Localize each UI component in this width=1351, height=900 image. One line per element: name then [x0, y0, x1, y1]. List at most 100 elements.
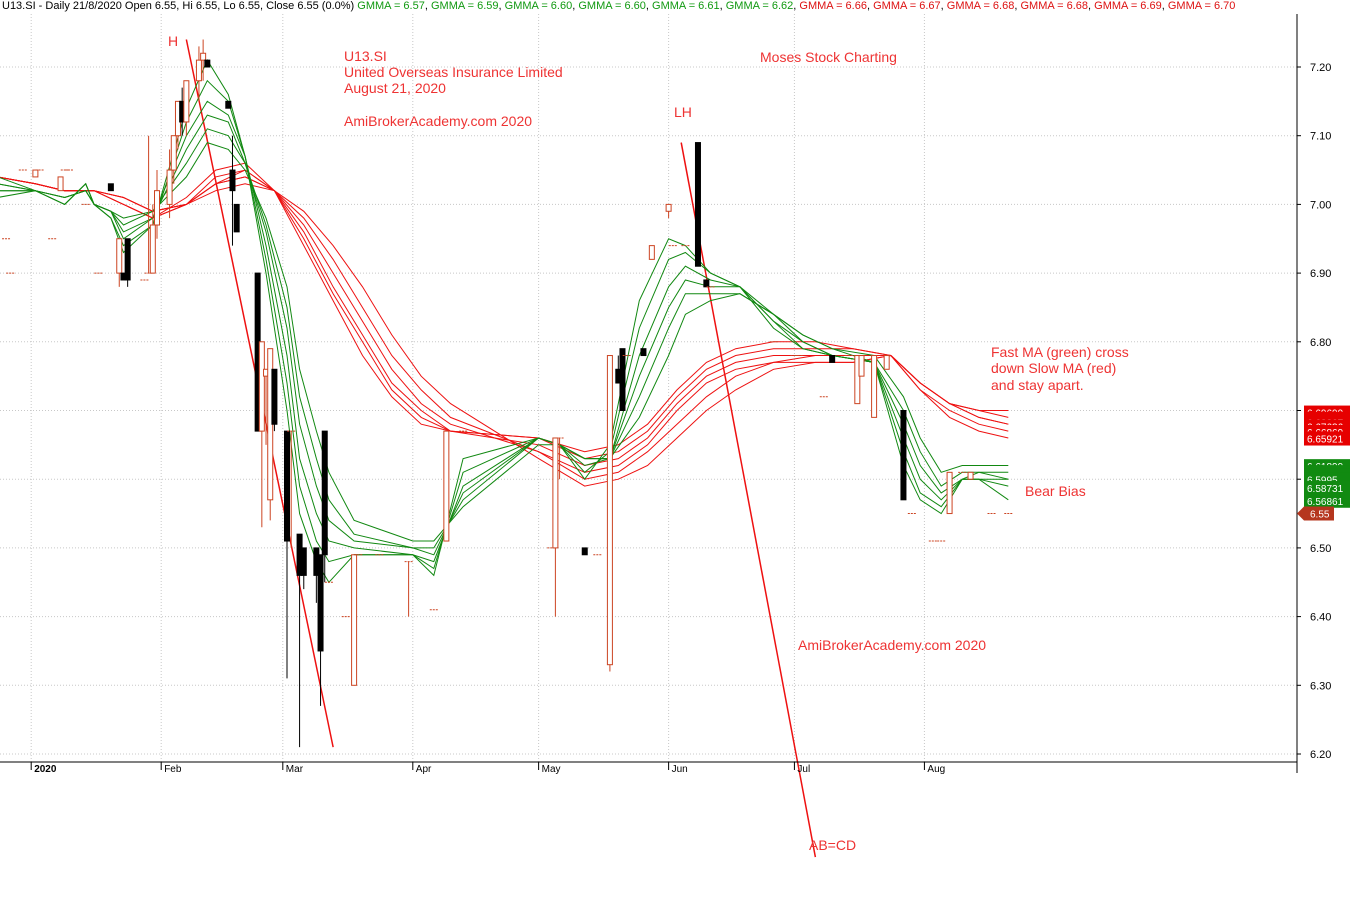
candle-body — [271, 368, 278, 425]
candle-body — [967, 471, 974, 480]
axis-layer: 7.207.107.006.906.806.706.606.506.406.30… — [0, 14, 1331, 775]
gmma-label: GMMA = 6.57 — [357, 0, 425, 12]
gmma-label: GMMA = 6.66 — [799, 0, 867, 12]
annotation-moses: Moses Stock Charting — [760, 49, 897, 65]
x-tick-label: Feb — [164, 764, 182, 775]
annotation-abcd: AB=CD — [809, 837, 856, 853]
y-tick-label: 6.40 — [1310, 612, 1331, 624]
x-tick-label: 2020 — [34, 764, 57, 775]
price-badge-layer: 6.696996.688016.682676.676366.668696.659… — [1297, 405, 1350, 521]
slow-ma-price-badge: 6.65921 — [1307, 435, 1344, 446]
annotation-cross-3: and stay apart. — [991, 377, 1084, 393]
x-tick-label: Mar — [286, 764, 304, 775]
gmma-label: GMMA = 6.68 — [1020, 0, 1089, 12]
y-tick-label: 6.30 — [1310, 680, 1331, 692]
annotation-academy-bottom: AmiBrokerAcademy.com 2020 — [798, 637, 986, 653]
candle-body — [694, 142, 701, 267]
candle-body — [552, 437, 559, 549]
candle-body — [154, 190, 160, 226]
fast-ma-price-badge: 6.56861 — [1307, 497, 1344, 508]
fast-ma-line — [0, 100, 1009, 563]
candle-body — [829, 355, 836, 363]
candle-body — [107, 183, 114, 192]
candle-body — [640, 348, 647, 357]
y-tick-label: 7.00 — [1310, 199, 1331, 211]
annotation-company: United Overseas Insurance Limited — [344, 64, 563, 80]
candle-body — [606, 355, 613, 666]
x-tick-label: Jun — [672, 764, 688, 775]
candle-body — [200, 52, 207, 61]
candle-body — [116, 238, 123, 274]
candle-body — [149, 224, 156, 274]
candle-body — [170, 135, 177, 171]
y-tick-label: 7.10 — [1310, 131, 1331, 143]
fast-ma-price-badge: 6.58731 — [1307, 484, 1344, 495]
candle-body — [443, 430, 450, 542]
fast-ma-layer — [0, 59, 1009, 584]
fast-ma-line — [0, 114, 1009, 556]
annotation-bear: Bear Bias — [1025, 483, 1086, 499]
annotation-cross-1: Fast MA (green) cross — [991, 344, 1129, 360]
slow-ma-price-badge-bg — [1304, 431, 1350, 446]
candle-body — [648, 245, 655, 260]
gmma-label: GMMA = 6.59 — [430, 0, 499, 12]
candle-body — [284, 430, 290, 542]
candle-body — [883, 355, 890, 370]
candle-body — [57, 176, 64, 192]
fast-ma-line — [0, 128, 1009, 549]
slow-ma-line — [0, 169, 1009, 467]
fast-ma-price-badge-bg — [1304, 493, 1350, 508]
candle-body — [229, 169, 236, 192]
fast-ma-price-badge-bg — [1304, 480, 1350, 495]
y-tick-label: 6.90 — [1310, 268, 1331, 280]
annotation-lh: LH — [674, 104, 692, 120]
close-price-badge-bg — [1297, 506, 1334, 521]
candle-body — [204, 59, 211, 68]
y-tick-label: 6.80 — [1310, 337, 1331, 349]
x-tick-label: Jul — [797, 764, 810, 775]
annotation-h: H — [168, 33, 178, 49]
y-tick-label: 6.20 — [1310, 749, 1331, 761]
candle-body — [854, 355, 861, 405]
gmma-label: GMMA = 6.68 — [946, 0, 1015, 12]
candle-body — [858, 355, 865, 377]
grid-layer — [0, 14, 1297, 762]
header-prefix: U13.SI - Daily 21/8/2020 Open 6.55, Hi 6… — [2, 0, 355, 12]
gmma-label: GMMA = 6.62 — [725, 0, 794, 12]
candle-body — [871, 355, 878, 418]
gmma-label: GMMA = 6.70 — [1167, 0, 1236, 12]
slow-ma-line — [0, 169, 1009, 460]
chart-header: U13.SI - Daily 21/8/2020 Open 6.55, Hi 6… — [2, 0, 1236, 12]
candle-body — [32, 169, 39, 178]
candle-body — [225, 100, 232, 109]
candle-body — [321, 430, 328, 556]
annotation-ticker: U13.SI — [344, 48, 387, 64]
gmma-label: GMMA = 6.60 — [578, 0, 646, 12]
annotation-layer: H LH U13.SI United Overseas Insurance Li… — [168, 33, 1129, 853]
candle-body — [183, 80, 190, 123]
annotation-cross-2: down Slow MA (red) — [991, 360, 1116, 376]
slow-ma-line — [0, 162, 1009, 453]
candle-body — [581, 547, 588, 556]
gmma-label: GMMA = 6.60 — [504, 0, 573, 12]
candle-body — [317, 554, 324, 652]
y-tick-label: 6.50 — [1310, 543, 1331, 555]
slow-ma-line — [0, 176, 1009, 480]
trendline — [680, 142, 817, 858]
close-price-badge: 6.55 — [1310, 510, 1330, 521]
candle-body — [665, 203, 672, 212]
candle-body — [351, 554, 358, 686]
gmma-label: GMMA = 6.61 — [652, 0, 720, 12]
candle-body — [258, 341, 265, 432]
x-tick-label: Aug — [927, 764, 945, 775]
fast-ma-line — [0, 79, 1009, 570]
candle-body — [195, 59, 202, 82]
candle-body — [233, 203, 240, 233]
candle-body — [166, 169, 173, 205]
candle-body — [946, 471, 953, 515]
x-tick-label: May — [542, 764, 561, 775]
candle-body — [619, 348, 626, 412]
gmma-label: GMMA = 6.69 — [1094, 0, 1162, 12]
y-tick-label: 7.20 — [1310, 62, 1331, 74]
